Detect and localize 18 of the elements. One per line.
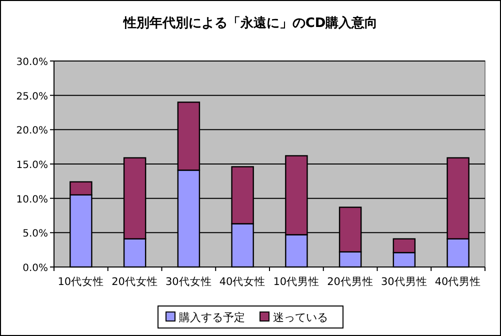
legend-label: 購入する予定 — [179, 311, 245, 324]
chart-title: 性別年代別による「永遠に」のCD購入意向 — [122, 15, 378, 31]
y-tick-label: 10.0% — [16, 194, 48, 206]
y-tick-label: 20.0% — [16, 126, 48, 137]
x-tick-label: 30代女性 — [166, 276, 212, 288]
legend-label: 迷っている — [273, 311, 328, 324]
y-tick-label: 25.0% — [16, 91, 48, 102]
x-tick-label: 10代女性 — [58, 276, 104, 288]
x-tick-label: 20代女性 — [112, 276, 158, 288]
y-tick-label: 30.0% — [16, 57, 48, 68]
x-tick-label: 40代女性 — [219, 276, 266, 288]
x-tick-label: 40代男性 — [434, 276, 482, 288]
x-tick-label: 10代男性 — [273, 276, 320, 288]
x-tick-label: 20代男性 — [327, 276, 374, 288]
y-tick-label: 5.0% — [22, 228, 48, 240]
y-tick-label: 15.0% — [16, 160, 48, 171]
x-tick-label: 30代男性 — [381, 276, 428, 288]
y-tick-label: 0.0% — [22, 263, 48, 274]
